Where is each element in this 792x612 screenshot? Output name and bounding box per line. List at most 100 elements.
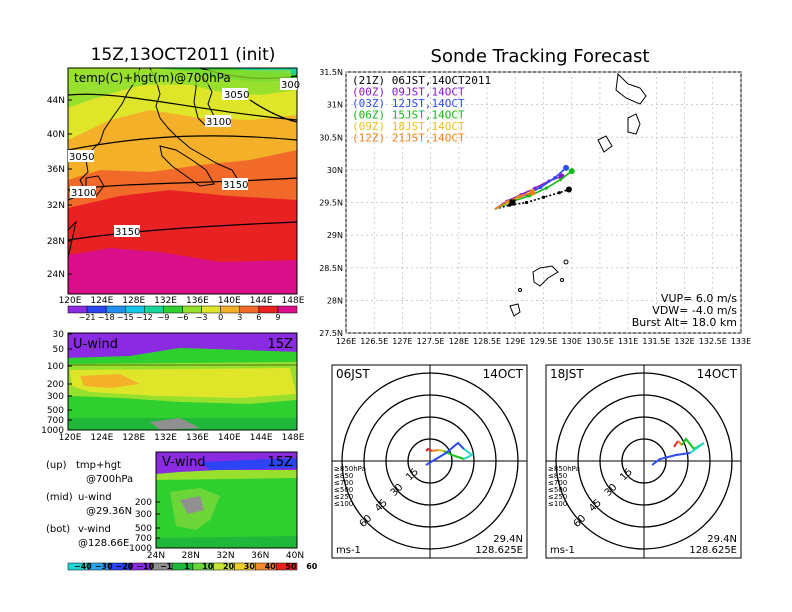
level-legend: ≤250 [334, 493, 353, 501]
x-tick-label: 140E [218, 433, 241, 443]
hodograph-title: 18JST [550, 367, 584, 381]
y-tick-label: 31.5N [319, 68, 343, 77]
track-legend-entry: (12Z) 21JST,14OCT [352, 132, 465, 145]
y-tick-label: 200 [135, 498, 152, 508]
x-tick-label: 120E [59, 433, 82, 443]
colorbar-swatch [171, 562, 194, 571]
temp-map-title: temp(C)+hgt(m)@700hPa [74, 71, 231, 85]
y-tick-label: 700 [47, 416, 64, 426]
legend-key: (mid) [46, 492, 73, 503]
y-tick-label: 32N [47, 201, 65, 211]
colorbar-swatch [239, 305, 260, 314]
colorbar-swatch [220, 305, 241, 314]
legend-value: u-wind [78, 492, 112, 503]
temp-colorbar: −21 −18 −15 −12 −9 −6 −3 0 3 6 9 [67, 305, 298, 322]
colorbar-tick-label: 20 [223, 562, 235, 571]
colorbar-swatch [182, 305, 202, 314]
y-tick-label: 30 [53, 330, 65, 340]
legend-value: tmp+hgt [76, 460, 121, 471]
colorbar-swatch [275, 562, 298, 571]
colorbar-tick-label: −20 [116, 562, 134, 571]
level-legend: ≤100 [334, 500, 353, 508]
hodograph-trace [431, 449, 439, 452]
x-tick-label: 132E [154, 296, 177, 306]
track-point [541, 195, 546, 199]
track-line [494, 188, 570, 210]
x-tick-label: 144E [250, 433, 273, 443]
section-legend: (up) tmp+hgt @700hPa (mid) u-wind @29.36… [46, 460, 133, 549]
contour-label: 3050 [224, 90, 249, 101]
colorbar-swatch [163, 305, 183, 314]
lon-label: 128.625E [475, 545, 523, 556]
unit-label: ms-1 [550, 545, 575, 556]
colorbar-tick-label: −10 [136, 562, 154, 571]
colorbar-tick-label: 6 [256, 313, 261, 322]
colorbar-swatch [67, 305, 88, 314]
colorbar-tick-label: 30 [244, 562, 256, 571]
track-point [539, 185, 543, 190]
x-tick-label: 129E [505, 337, 525, 346]
x-tick-label: 132.5E [699, 337, 727, 346]
lon-label: 128.625E [689, 545, 737, 556]
track-line [494, 191, 533, 210]
x-tick-label: 32N [216, 551, 234, 561]
y-tick-label: 44N [47, 96, 65, 106]
hodograph-trace [425, 441, 465, 466]
contour-label: 3050 [69, 152, 94, 163]
vwind-time: 15Z [268, 455, 294, 470]
x-tick-label: 128E [449, 337, 469, 346]
track-point [558, 178, 563, 182]
track-legend-entry: (00Z) 09JST,14OCT [352, 86, 465, 99]
track-end-marker [565, 186, 572, 193]
vdw-text: VDW= -4.0 m/s [652, 304, 737, 317]
y-tick-label: 27.5N [319, 329, 343, 338]
colorbar-swatch [144, 305, 164, 314]
contour-labels: 3050 3100 3150 3050 3100 3150 300 [68, 78, 300, 238]
y-tick-label: 28.5N [319, 264, 343, 273]
y-tick-label: 28N [327, 296, 343, 305]
x-tick-label: 129.5E [530, 337, 558, 346]
x-tick-label: 24N [147, 551, 165, 561]
lat-label: 29.4N [493, 534, 523, 545]
uwind-title: U-wind [73, 337, 118, 352]
wind-colorbar: −40 −30 −20 −10 −1 1 10 20 30 40 50 60 [67, 562, 318, 571]
colorbar-swatch [86, 305, 107, 314]
left-panel-title: 15Z,13OCT2011 (init) [91, 45, 276, 65]
unit-label: ms-1 [336, 545, 361, 556]
track-params: VUP= 6.0 m/s VDW= -4.0 m/s Burst Alt= 18… [632, 292, 738, 329]
y-tick-label: 30N [327, 166, 343, 175]
colorbar-tick-label: −40 [74, 562, 92, 571]
y-tick-label: 1000 [41, 426, 64, 436]
colorbar-tick-label: 60 [306, 562, 318, 571]
launch-marker [509, 199, 516, 206]
y-tick-label: 29.5N [319, 199, 343, 208]
track-point [519, 194, 523, 198]
colorbar-tick-label: −18 [98, 313, 115, 322]
colorbar-tick-label: 1 [184, 562, 190, 571]
track-point [544, 186, 548, 190]
track-legend-entry: (09Z) 18JST,14OCT [352, 120, 465, 133]
track-point [553, 176, 557, 180]
y-tick-label: 29N [327, 231, 343, 240]
x-tick-label: 131.5E [642, 337, 670, 346]
contour-label: 3150 [115, 227, 140, 238]
track-point [527, 194, 531, 198]
colorbar-tick-label: 40 [265, 562, 277, 571]
track-point [557, 191, 561, 195]
colorbar-tick-label: 9 [275, 313, 280, 322]
colorbar-swatch [125, 305, 145, 314]
colorbar-swatch [201, 305, 221, 314]
y-tick-label: 36N [47, 165, 65, 175]
level-legend: ≥850hPa [334, 465, 366, 473]
hodograph-trace [463, 448, 474, 460]
x-tick-label: 132E [154, 433, 177, 443]
x-tick-label: 127E [392, 337, 412, 346]
legend-value: @128.66E [78, 538, 129, 549]
x-tick-label: 136E [186, 296, 209, 306]
x-tick-label: 130.5E [586, 337, 614, 346]
uwind-time: 15Z [268, 337, 294, 352]
x-tick-label: 120E [59, 296, 82, 306]
